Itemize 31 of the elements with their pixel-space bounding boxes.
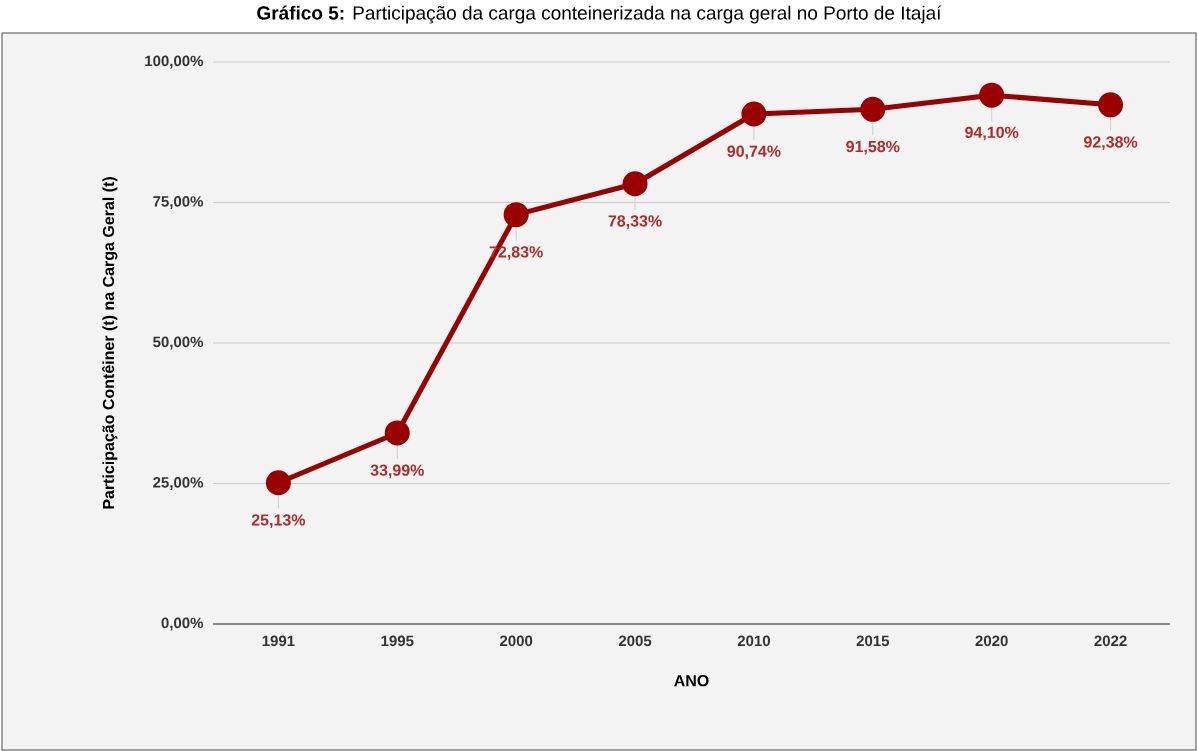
- point: [384, 420, 410, 446]
- data-label: 90,74%: [727, 145, 781, 160]
- data-label: 33,99%: [370, 464, 424, 479]
- y-tick-label: 25,00%: [153, 477, 204, 490]
- data-label: 25,13%: [251, 514, 306, 528]
- data-label: 78,33%: [608, 215, 662, 229]
- x-tick-label: 1991: [262, 635, 295, 647]
- x-tick-label: 2015: [856, 635, 890, 647]
- y-tick-label: 100,00%: [145, 55, 204, 69]
- x-tick-label: 2022: [1094, 635, 1127, 647]
- y-axis-title: Participação Contêiner (t) na Carga Geral (t): [102, 177, 118, 509]
- x-tick-label: 2005: [618, 635, 652, 647]
- point: [1098, 92, 1124, 118]
- point: [503, 202, 529, 228]
- y-tick-label: 50,00%: [153, 336, 204, 350]
- y-tick-label: 0,00%: [161, 617, 204, 631]
- y-tick-label: 75,00%: [153, 196, 204, 209]
- point: [860, 96, 886, 122]
- x-tick-label: 2020: [975, 635, 1008, 647]
- x-tick-label: 2010: [737, 635, 770, 647]
- point: [741, 101, 767, 127]
- point: [265, 470, 291, 496]
- data-label: 92,38%: [1083, 136, 1138, 150]
- chart-title: Gráfico 5: Participação da carga conteinerizada na carga geral no Porto de Itajaí: [257, 5, 942, 24]
- x-tick-label: 1995: [381, 635, 414, 647]
- x-axis-title: ANO: [674, 675, 709, 687]
- data-label: 94,10%: [965, 126, 1019, 141]
- x-tick-label: 2000: [499, 635, 533, 647]
- data-label: 91,58%: [846, 140, 900, 155]
- point: [979, 82, 1005, 108]
- point: [622, 171, 648, 197]
